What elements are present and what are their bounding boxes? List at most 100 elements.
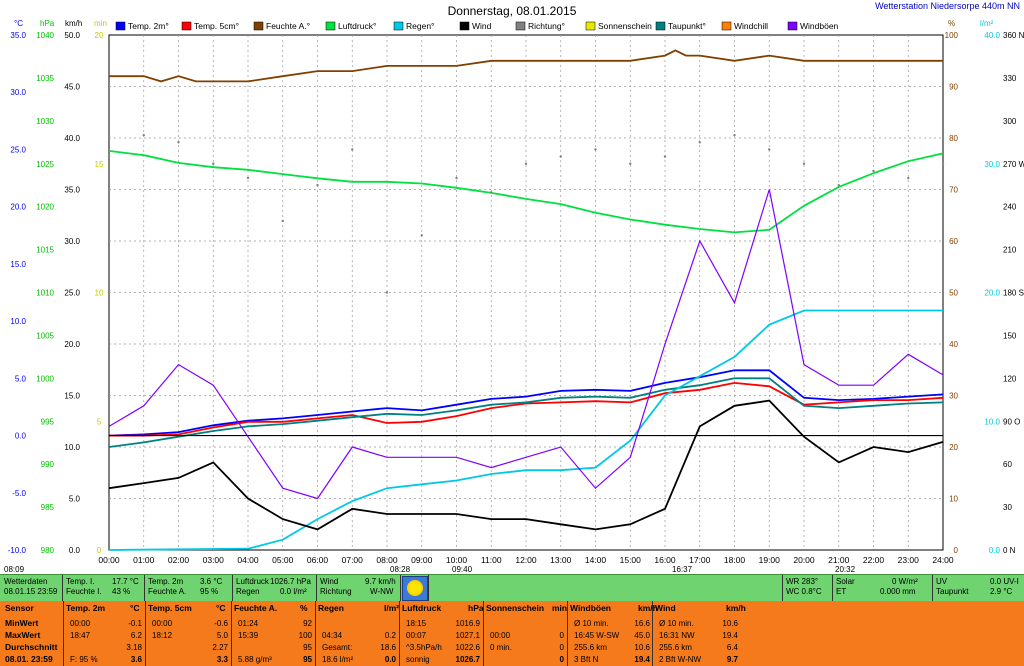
table-cell-value: 95 [303, 643, 312, 652]
percent-tick-label: 50 [949, 289, 958, 298]
table-column-unit: % [300, 603, 308, 613]
direction-point [802, 162, 806, 165]
station-label: Wetterstation Niedersorpe 440m NN [875, 1, 1020, 11]
table-cell-label: sonnig [406, 655, 430, 664]
table-column-header: Regen [318, 603, 344, 613]
lm2-tick-label: 30.0 [984, 160, 1000, 169]
summary-value: 43 % [112, 587, 131, 596]
axis-unit-label: km/h [65, 19, 82, 28]
sun-icon [402, 576, 428, 601]
table-cell-label: F: 95 % [70, 655, 98, 664]
summary-value: 2.9 °C [990, 587, 1013, 596]
x-tick-label: 13:00 [550, 555, 572, 565]
legend-swatch [585, 21, 596, 31]
deg-tick-label: 240 [1003, 203, 1017, 212]
x-tick-label: 05:00 [272, 555, 294, 565]
table-column-header: Feuchte A. [234, 603, 278, 613]
percent-tick-label: 70 [949, 186, 958, 195]
series-line [108, 399, 944, 531]
table-cell-label: 01:24 [238, 619, 259, 628]
hpa-tick-label: 985 [41, 503, 55, 512]
panel-separator [932, 575, 933, 601]
table-cell-label: 00:07 [406, 631, 427, 640]
table-cell-value: 1026.7 [455, 655, 480, 664]
table-cell-value: 10.6 [722, 619, 738, 628]
lm2-tick-label: 0.0 [989, 546, 1001, 555]
table-separator [483, 601, 484, 666]
table-column-unit: l/m² [384, 603, 400, 613]
table-cell-value: 0.2 [384, 631, 396, 640]
celsius-tick-label: 10.0 [10, 317, 26, 326]
direction-point [142, 133, 145, 137]
min-tick-label: 20 [95, 31, 104, 40]
axis-unit-label: min [94, 19, 107, 28]
kmh-tick-label: 0.0 [69, 546, 81, 555]
percent-tick-label: 20 [949, 443, 958, 452]
table-cell-value: 0.0 [384, 655, 396, 664]
deg-tick-label: 0 N [1003, 546, 1016, 555]
table-column-unit: °C [130, 603, 140, 613]
summary-label: Regen [236, 587, 260, 596]
table-column-unit: min [552, 603, 568, 613]
table-cell-value: 100 [298, 631, 312, 640]
direction-point [837, 184, 840, 187]
summary-value: WC 0.8°C [786, 587, 822, 596]
hpa-tick-label: 990 [41, 460, 55, 469]
hpa-tick-label: 1030 [36, 117, 54, 126]
legend-item: Feuchte A.° [266, 21, 310, 31]
x-tick-label: 11:00 [481, 555, 502, 565]
table-row-label: Durchschnitt [5, 642, 58, 652]
table-cell-label: Ø 10 min. [659, 619, 694, 628]
percent-tick-label: 100 [945, 31, 959, 40]
hpa-tick-label: 1040 [36, 31, 54, 40]
x-tick-label: 08:00 [376, 555, 398, 565]
deg-tick-label: 330 [1003, 74, 1017, 83]
deg-tick-label: 90 O [1003, 417, 1020, 426]
deg-tick-label: 270 W [1003, 160, 1024, 169]
legend-item: Windböen [800, 21, 839, 31]
celsius-tick-label: 25.0 [10, 145, 26, 154]
panel-separator [232, 575, 233, 601]
deg-tick-label: 30 [1003, 503, 1012, 512]
panel-separator [62, 575, 63, 601]
table-cell-value: 16.6 [634, 619, 650, 628]
panel-separator [400, 575, 401, 601]
table-cell-label: 00:00 [152, 619, 173, 628]
table-cell-label: 255.6 km [574, 643, 607, 652]
celsius-tick-label: 30.0 [10, 88, 26, 97]
series-line [108, 150, 944, 234]
table-cell-label: 04:34 [322, 631, 343, 640]
table-cell-value: 19.4 [634, 655, 650, 664]
kmh-tick-label: 35.0 [64, 186, 80, 195]
x-tick-label: 03:00 [203, 555, 225, 565]
summary-value: 0.000 mm [880, 587, 916, 596]
table-cell-label: 18.6 l/m² [322, 655, 354, 664]
legend-swatch [515, 21, 526, 31]
legend-item: Taupunkt° [668, 21, 706, 31]
summary-value: 17.7 °C [112, 577, 139, 586]
axis-unit-label: °C [14, 19, 23, 28]
panel-separator [782, 575, 783, 601]
hpa-tick-label: 1035 [36, 74, 54, 83]
table-cell-label: 255.6 km [659, 643, 692, 652]
table-cell-label: 18:15 [406, 619, 427, 628]
direction-point [316, 184, 319, 187]
celsius-tick-label: -5.0 [12, 489, 26, 498]
table-cell-value: 3.18 [126, 643, 142, 652]
hpa-tick-label: 1000 [36, 374, 54, 383]
summary-value: 0.0 UV-I [990, 577, 1019, 586]
current-values-bar: Wetterdaten 08.01.15 23:59 Temp. I. 17.7 °C… [0, 574, 1024, 601]
celsius-tick-label: 5.0 [15, 374, 27, 383]
kmh-tick-label: 40.0 [64, 134, 80, 143]
statistics-table: Sensor MinWert MaxWert Durchschnitt 08.01. 2… [0, 601, 1024, 666]
summary-label: Richtung [320, 587, 352, 596]
deg-tick-label: 60 [1003, 460, 1012, 469]
legend-swatch [325, 21, 336, 31]
table-cell-label: ^3.5hPa/h [406, 643, 442, 652]
summary-label: Feuchte I. [66, 587, 102, 596]
hpa-tick-label: 1020 [36, 203, 54, 212]
summary-value: W-NW [370, 587, 394, 596]
summary-label: ET [836, 587, 847, 596]
time-marker: 08:09 [4, 565, 25, 574]
x-tick-label: 04:00 [237, 555, 259, 565]
